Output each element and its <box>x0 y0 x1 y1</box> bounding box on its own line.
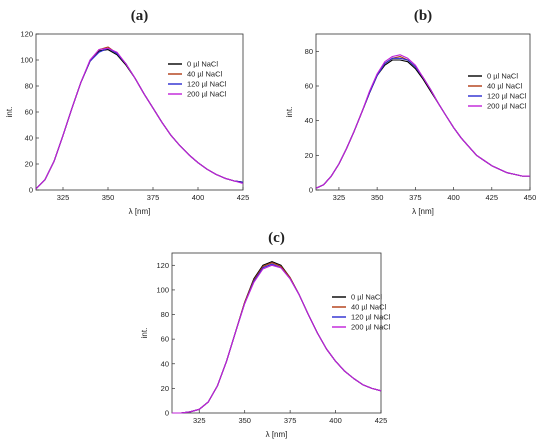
panel-label: (b) <box>414 8 432 24</box>
legend-label: 40 µl NaCl <box>187 70 223 79</box>
y-tick-label: 40 <box>25 134 33 143</box>
legend-label: 0 µl NaCl <box>487 72 518 81</box>
y-axis-label: int. <box>285 107 294 118</box>
panel-label: (c) <box>268 230 285 246</box>
x-tick-label: 350 <box>371 193 384 202</box>
y-tick-label: 20 <box>161 384 169 393</box>
y-axis-label: int. <box>5 107 14 118</box>
x-tick-label: 400 <box>329 416 342 425</box>
x-axis-label: λ [nm] <box>129 207 151 216</box>
x-axis-label: λ [nm] <box>266 430 288 439</box>
x-tick-label: 400 <box>447 193 460 202</box>
y-axis-label: int. <box>140 328 149 339</box>
x-tick-label: 325 <box>333 193 346 202</box>
legend-label: 0 µl NaCl <box>187 60 218 69</box>
x-tick-label: 375 <box>409 193 422 202</box>
y-tick-label: 120 <box>156 261 169 270</box>
y-tick-label: 100 <box>20 56 33 65</box>
y-tick-label: 60 <box>305 82 313 91</box>
legend-label: 120 µl NaCl <box>187 80 227 89</box>
y-tick-label: 20 <box>25 160 33 169</box>
legend-label: 120 µl NaCl <box>487 92 527 101</box>
x-tick-label: 325 <box>193 416 206 425</box>
panel-label: (a) <box>131 8 149 24</box>
y-tick-label: 100 <box>156 285 169 294</box>
legend-label: 40 µl NaCl <box>487 82 523 91</box>
y-tick-label: 120 <box>20 30 33 39</box>
y-tick-label: 60 <box>25 108 33 117</box>
y-tick-label: 0 <box>165 409 169 418</box>
x-tick-label: 400 <box>192 193 205 202</box>
plot-frame <box>35 33 244 191</box>
panel-c: (c) 325 350 375 400 425 0 20 40 60 80 100 120 λ [nm] i… <box>140 230 391 439</box>
legend-label: 200 µl NaCl <box>351 323 391 332</box>
y-tick-label: 0 <box>309 186 313 195</box>
y-tick-label: 80 <box>305 47 313 56</box>
plot-frame <box>171 252 382 414</box>
legend-label: 200 µl NaCl <box>187 90 227 99</box>
x-tick-label: 425 <box>375 416 388 425</box>
series-line <box>315 54 530 189</box>
x-tick-label: 350 <box>238 416 251 425</box>
panel-a: (a) 325 350 375 400 425 0 20 40 60 80 100 120 λ [nm] i… <box>5 8 249 216</box>
y-tick-label: 80 <box>161 310 169 319</box>
x-tick-label: 425 <box>237 193 250 202</box>
y-tick-label: 0 <box>29 186 33 195</box>
x-tick-label: 375 <box>147 193 160 202</box>
legend-label: 0 µl NaCl <box>351 293 382 302</box>
panel-b: (b) 325 350 375 400 425 450 0 20 40 60 80 λ [nm] int.… <box>285 8 536 216</box>
legend-label: 120 µl NaCl <box>351 313 391 322</box>
x-tick-label: 325 <box>57 193 70 202</box>
x-tick-label: 450 <box>524 193 537 202</box>
series-line <box>172 261 382 414</box>
x-axis-label: λ [nm] <box>412 207 434 216</box>
y-tick-label: 20 <box>305 151 313 160</box>
y-tick-label: 40 <box>305 116 313 125</box>
series-line <box>172 262 382 414</box>
series-line <box>35 47 244 190</box>
series-line <box>172 264 382 414</box>
x-tick-label: 375 <box>284 416 297 425</box>
x-tick-label: 350 <box>102 193 115 202</box>
y-tick-label: 40 <box>161 359 169 368</box>
legend-label: 40 µl NaCl <box>351 303 387 312</box>
x-tick-label: 425 <box>486 193 499 202</box>
plot-frame <box>315 33 531 191</box>
y-tick-label: 60 <box>161 335 169 344</box>
legend-label: 200 µl NaCl <box>487 102 527 111</box>
series-line <box>172 263 382 414</box>
y-tick-label: 80 <box>25 82 33 91</box>
